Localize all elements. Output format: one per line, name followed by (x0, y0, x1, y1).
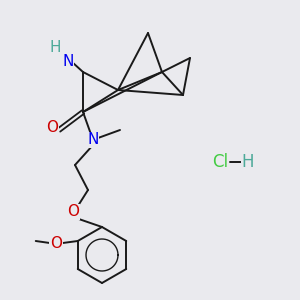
Text: N: N (62, 55, 74, 70)
Text: O: O (50, 236, 62, 250)
Text: O: O (46, 121, 58, 136)
Text: H: H (242, 153, 254, 171)
Text: O: O (67, 205, 79, 220)
Text: N: N (87, 133, 99, 148)
Text: Cl: Cl (212, 153, 228, 171)
Text: H: H (49, 40, 61, 56)
